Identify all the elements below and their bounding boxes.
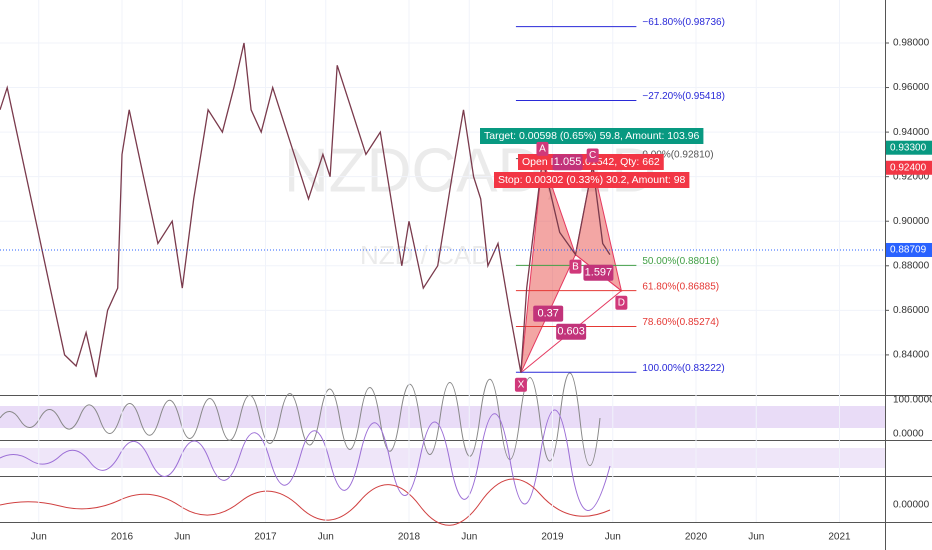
point-badge — [514, 377, 527, 392]
point-badge — [615, 295, 628, 310]
macd-line — [0, 478, 611, 526]
position-box — [494, 172, 690, 188]
price-line — [0, 42, 611, 378]
pane-label: 0.00000 — [893, 500, 930, 511]
x-tick-label: 2016 — [111, 532, 134, 543]
x-tick-label: 2018 — [398, 532, 421, 543]
x-tick-label: 2019 — [541, 532, 564, 543]
y-tick-label: 0.86000 — [893, 305, 930, 316]
x-tick-label: Jun — [31, 532, 47, 543]
point-label: B — [572, 261, 579, 272]
point-label: D — [618, 297, 625, 308]
fib-label: 0.00%(0.92810) — [642, 149, 713, 160]
point-label: C — [589, 150, 596, 161]
ratio-badge — [556, 323, 587, 340]
price-tag-label: 0.92400 — [890, 162, 927, 173]
x-tick-label: 2020 — [685, 532, 708, 543]
point-badge — [569, 259, 582, 274]
fib-label: 50.00%(0.88016) — [642, 256, 719, 267]
x-tick-label: Jun — [318, 532, 334, 543]
x-tick-label: 2021 — [828, 532, 851, 543]
pane-label: 100.0000 — [893, 395, 932, 406]
ratio-label: 0.37 — [537, 308, 558, 320]
ratio-badge — [533, 305, 564, 322]
y-tick-label: 0.96000 — [893, 82, 930, 93]
price-tag — [886, 242, 932, 257]
x-tick-label: Jun — [174, 532, 190, 543]
y-tick-label: 0.98000 — [893, 38, 930, 49]
ratio-badge — [552, 154, 583, 171]
ratio-label: 0.603 — [557, 326, 585, 338]
fib-label: −27.20%(0.95418) — [642, 91, 725, 102]
point-badge — [586, 148, 599, 163]
price-tag — [886, 140, 932, 155]
fib-label: 61.80%(0.86885) — [642, 281, 719, 292]
pane-label: 0.0000 — [893, 429, 924, 440]
price-tag — [886, 160, 932, 175]
ratio-badge — [583, 264, 614, 281]
y-tick-label: 0.88000 — [893, 260, 930, 271]
y-tick-label: 0.94000 — [893, 127, 930, 138]
price-tag-label: 0.88709 — [890, 245, 927, 256]
point-badge — [536, 141, 549, 156]
fib-label: 100.00%(0.83222) — [642, 363, 724, 374]
point-label: X — [518, 379, 525, 390]
osc-band — [0, 406, 885, 428]
position-label: Target: 0.00598 (0.65%) 59.8, Amount: 10… — [484, 130, 700, 142]
ratio-label: 1.055 — [554, 156, 582, 168]
position-box — [480, 128, 704, 144]
x-tick-label: Jun — [748, 532, 764, 543]
position-label: Stop: 0.00302 (0.33%) 30.2, Amount: 98 — [498, 174, 686, 186]
x-tick-label: Jun — [461, 532, 477, 543]
x-tick-label: Jun — [605, 532, 621, 543]
price-tag-label: 0.93300 — [890, 142, 927, 153]
y-tick-label: 0.90000 — [893, 216, 930, 227]
watermark-subtitle: NZD / CAD — [360, 240, 490, 270]
fib-label: 78.60%(0.85274) — [642, 317, 719, 328]
fib-label: −61.80%(0.98736) — [642, 17, 725, 28]
point-label: A — [539, 143, 546, 154]
ratio-label: 1.597 — [585, 267, 613, 279]
y-tick-label: 0.84000 — [893, 350, 930, 361]
watermark-title: NZDCAD, 1D — [284, 136, 656, 205]
x-tick-label: 2017 — [254, 532, 277, 543]
rsi-band — [0, 448, 885, 468]
oscillator-line — [0, 372, 601, 466]
y-tick-label: 0.92000 — [893, 171, 930, 182]
